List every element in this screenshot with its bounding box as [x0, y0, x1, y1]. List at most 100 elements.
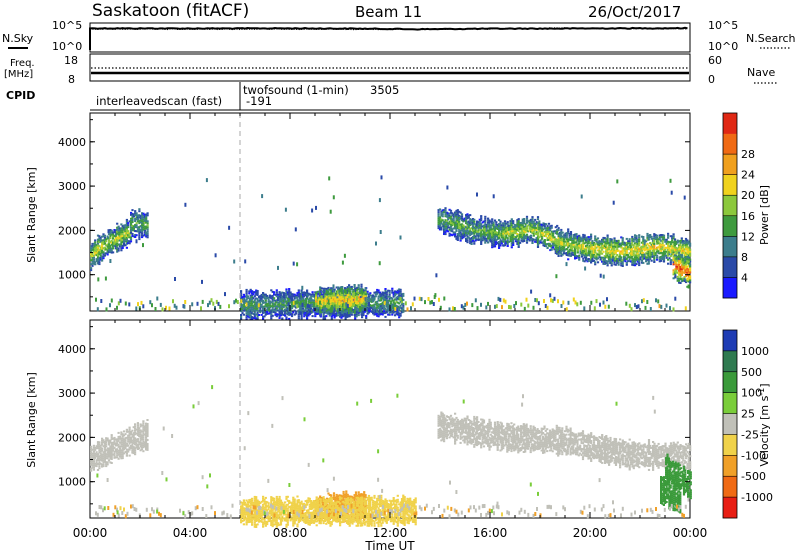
- heatmap-cell: [484, 237, 487, 240]
- heatmap-cell: [623, 259, 626, 262]
- heatmap-cell: [141, 224, 144, 227]
- heatmap-cell: [646, 242, 649, 245]
- heatmap-cell: [631, 241, 634, 244]
- heatmap-cell: [236, 300, 239, 304]
- heatmap-cell: [667, 262, 670, 265]
- heatmap-cell: [620, 252, 623, 255]
- heatmap-cell: [653, 243, 656, 245]
- heatmap-cell: [90, 455, 93, 458]
- heatmap-cell: [342, 289, 345, 292]
- heatmap-cell: [385, 311, 388, 314]
- heatmap-cell: [636, 252, 639, 255]
- heatmap-cell: [646, 300, 649, 304]
- heatmap-cell: [557, 299, 559, 304]
- heatmap-cell: [245, 290, 248, 293]
- heatmap-cell: [90, 457, 93, 460]
- heatmap-cell: [449, 432, 453, 435]
- heatmap-cell: [684, 265, 688, 268]
- heatmap-cell: [564, 248, 567, 251]
- heatmap-cell: [354, 287, 357, 290]
- heatmap-cell: [587, 242, 590, 245]
- heatmap-cell: [304, 313, 307, 316]
- heatmap-cell: [532, 228, 535, 231]
- heatmap-cell: [610, 260, 613, 263]
- heatmap-cell: [350, 313, 353, 316]
- heatmap-cell: [628, 256, 631, 259]
- heatmap-cell: [256, 290, 259, 292]
- heatmap-cell: [120, 455, 123, 458]
- heatmap-cell: [92, 446, 95, 449]
- heatmap-cell: [610, 242, 613, 245]
- heatmap-cell: [480, 217, 483, 220]
- heatmap-cell: [672, 269, 675, 272]
- heatmap-cell: [342, 311, 345, 314]
- heatmap-cell: [689, 267, 692, 270]
- heatmap-cell: [113, 239, 116, 241]
- heatmap-cell: [687, 284, 690, 287]
- heatmap-cell: [512, 228, 515, 231]
- heatmap-cell: [482, 224, 486, 227]
- heatmap-cell: [594, 249, 597, 252]
- heatmap-cell: [455, 424, 458, 427]
- heatmap-cell: [458, 210, 461, 213]
- heatmap-cell: [114, 444, 117, 447]
- heatmap-cell: [443, 221, 446, 224]
- heatmap-cell: [448, 220, 451, 223]
- heatmap-cell: [680, 268, 683, 271]
- heatmap-cell: [587, 248, 590, 251]
- heatmap-cell: [441, 209, 444, 212]
- heatmap-cell: [445, 423, 448, 426]
- heatmap-cell: [634, 234, 637, 237]
- heatmap-cell: [353, 313, 356, 316]
- heatmap-cell: [255, 303, 258, 306]
- heatmap-cell: [143, 443, 146, 446]
- heatmap-cell: [293, 297, 296, 300]
- heatmap-cell: [631, 249, 634, 252]
- heatmap-cell: [92, 246, 95, 249]
- heatmap-cell: [366, 310, 369, 313]
- heatmap-cell: [240, 292, 243, 295]
- heatmap-cell: [322, 287, 325, 290]
- heatmap-cell: [114, 233, 117, 236]
- heatmap-cell: [98, 237, 101, 240]
- heatmap-cell: [466, 239, 469, 242]
- heatmap-cell: [92, 258, 95, 261]
- heatmap-cell: [395, 296, 398, 299]
- heatmap-cell: [638, 236, 641, 239]
- heatmap-cell: [355, 309, 358, 312]
- heatmap-cell: [113, 231, 116, 233]
- heatmap-cell: [109, 229, 112, 231]
- heatmap-cell: [463, 225, 466, 228]
- heatmap-cell: [441, 436, 444, 439]
- heatmap-cell: [374, 301, 377, 304]
- heatmap-cell: [645, 240, 648, 243]
- heatmap-cell: [125, 232, 128, 235]
- heatmap-cell: [102, 255, 105, 258]
- heatmap-cell: [331, 304, 334, 309]
- heatmap-cell: [95, 461, 98, 464]
- heatmap-cell: [470, 241, 473, 243]
- heatmap-cell: [538, 230, 541, 233]
- heatmap-cell: [620, 246, 623, 249]
- heatmap-cell: [253, 291, 256, 294]
- heatmap-cell: [312, 299, 316, 302]
- heatmap-cell: [466, 213, 469, 216]
- heatmap-cell: [455, 422, 458, 425]
- heatmap-cell: [672, 249, 675, 252]
- heatmap-cell: [94, 251, 97, 254]
- heatmap-cell: [477, 221, 480, 224]
- heatmap-cell: [118, 437, 122, 440]
- heatmap-cell: [636, 258, 639, 261]
- heatmap-cell: [252, 297, 255, 300]
- heatmap-cell: [449, 221, 453, 224]
- heatmap-cell: [134, 441, 137, 444]
- heatmap-cell: [598, 250, 601, 252]
- heatmap-cell: [454, 422, 457, 425]
- heatmap-cell: [140, 300, 143, 305]
- heatmap-cell: [662, 238, 666, 241]
- heatmap-cell: [400, 299, 404, 302]
- heatmap-cell: [590, 255, 593, 258]
- heatmap-cell: [444, 435, 447, 438]
- heatmap-cell: [319, 289, 322, 292]
- heatmap-cell: [392, 311, 395, 314]
